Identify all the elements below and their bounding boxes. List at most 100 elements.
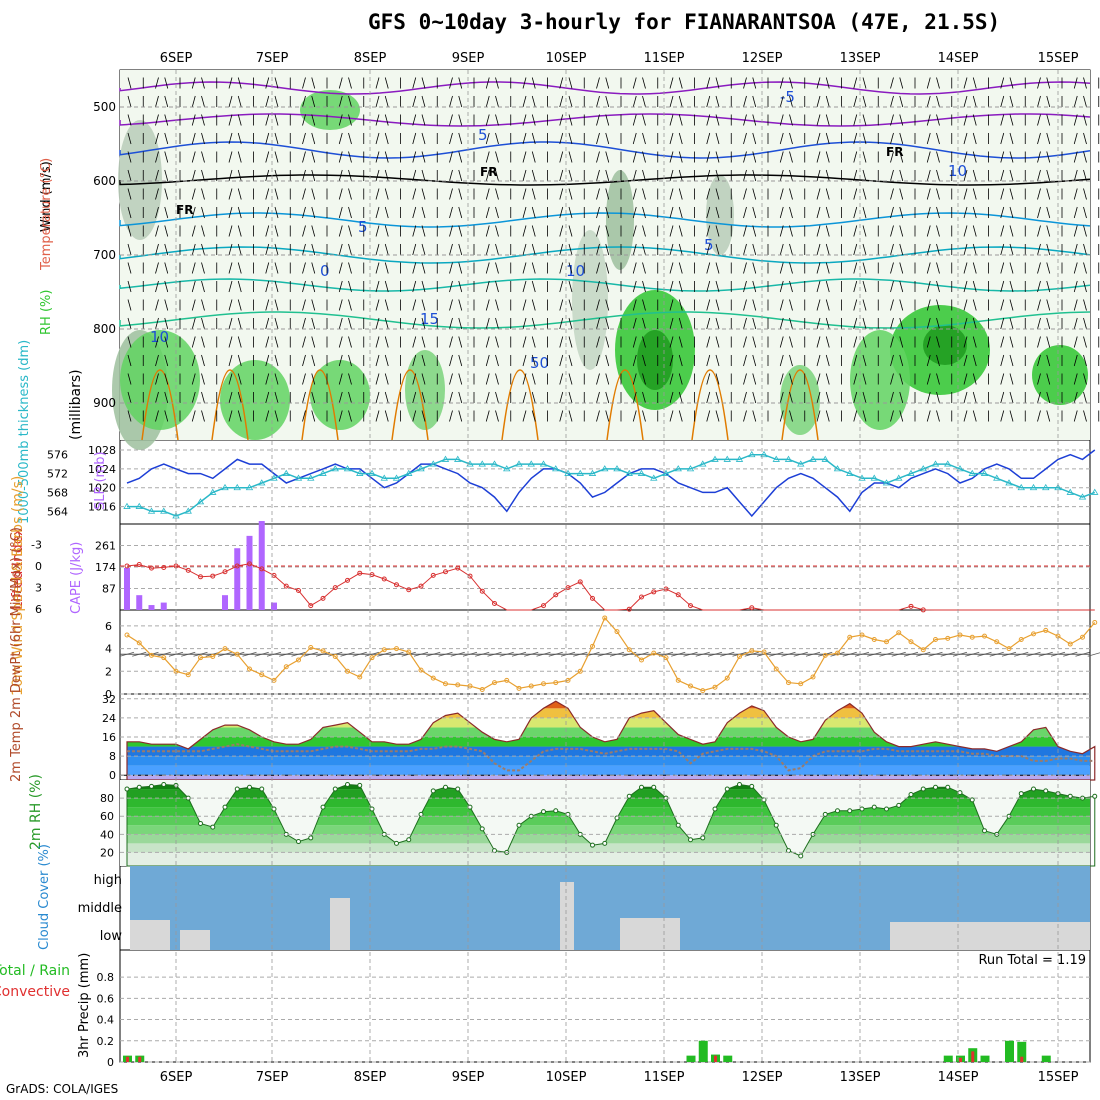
wind-speed-point: [198, 655, 203, 661]
wind-barb: [201, 151, 205, 163]
thickness-point: [907, 469, 915, 476]
wind-barb: [752, 299, 757, 311]
wind-barb: [743, 188, 747, 200]
wind-barb: [302, 77, 306, 89]
wind-barb: [495, 225, 499, 237]
rh-point: [957, 790, 963, 796]
wind-barb: [458, 373, 463, 385]
wind-barb: [164, 132, 169, 145]
wind-barb: [1083, 317, 1087, 330]
wind-barb: [495, 280, 499, 293]
wind-barb: [522, 243, 527, 256]
rh-point: [516, 822, 522, 828]
thickness-point: [515, 460, 523, 467]
wind-barb: [743, 77, 747, 89]
wind-barb: [375, 188, 380, 200]
rh-point: [639, 784, 644, 790]
wind-barb: [853, 373, 858, 385]
wind-barb: [412, 206, 417, 219]
wind-barb: [201, 188, 205, 200]
wind-barb: [559, 95, 564, 108]
wind-barb: [1073, 299, 1078, 311]
thickness-point: [319, 469, 327, 476]
wind-barb: [1000, 262, 1005, 274]
wind-barb: [201, 77, 205, 89]
wind-barb: [605, 132, 610, 145]
wind-barb: [789, 280, 793, 293]
precip-total-bar: [1005, 1040, 1014, 1062]
wind-barb: [926, 262, 931, 274]
wind-barb-10m: [781, 651, 796, 657]
wind-barb: [972, 151, 977, 163]
wind-barb: [228, 317, 233, 330]
ylabel-cape: CAPE (J/kg): [69, 542, 84, 614]
wind-barb: [191, 410, 196, 422]
wind-barb-10m: [536, 651, 551, 657]
humidity-arch: [391, 369, 429, 441]
wind-speed-point: [933, 637, 938, 643]
cloud-fill: [890, 922, 1090, 950]
wind-barb: [421, 410, 426, 422]
thickness-point: [503, 465, 511, 472]
rh-point: [602, 840, 608, 846]
wind-barb: [678, 77, 683, 89]
wind-barb: [853, 188, 858, 200]
wind-barb: [596, 354, 600, 367]
wind-barb: [1037, 243, 1041, 256]
wind-barb: [311, 262, 316, 274]
wind-barb: [890, 95, 894, 108]
wind-barb: [449, 410, 453, 422]
wind-barb: [559, 410, 564, 422]
cape-bar: [246, 535, 253, 610]
wind-barb: [412, 280, 417, 293]
wind-barb: [605, 299, 610, 311]
wind-barb: [522, 262, 527, 274]
contour-label: -5: [780, 88, 795, 106]
wind-barb: [559, 151, 564, 163]
wind-barb: [1037, 336, 1041, 348]
wind-barb: [1000, 77, 1005, 89]
wind-barb: [201, 336, 205, 348]
rh-point: [296, 839, 301, 845]
wind-barb: [1073, 262, 1078, 274]
thickness-point: [123, 502, 131, 509]
upper-ytick: 500: [93, 100, 116, 114]
wind-barb: [596, 114, 600, 126]
wind-barb: [531, 317, 536, 330]
wind-barb: [1046, 354, 1051, 367]
cape-tick: 174: [95, 561, 116, 574]
thickness-point: [1066, 488, 1074, 495]
wind-barb: [752, 262, 757, 274]
rh-shading: [706, 175, 734, 255]
wind-barb: [752, 373, 757, 385]
wind-barb: [449, 169, 453, 182]
wind-barb: [265, 299, 270, 311]
wind-speed-point: [259, 672, 265, 678]
wind-barb: [485, 336, 490, 348]
wind-barb: [715, 114, 720, 126]
wind-barb: [1083, 114, 1087, 126]
wind-barb: [375, 243, 380, 256]
wind-barb: [890, 169, 894, 182]
rh-point: [822, 811, 828, 817]
wind-barb: [191, 280, 196, 293]
thickness-point: [441, 455, 450, 462]
wind-barb: [642, 243, 646, 256]
wind-barb: [191, 77, 196, 89]
wind-barb: [568, 114, 573, 126]
wind-barb: [1083, 132, 1087, 145]
wind-barb: [890, 243, 894, 256]
date-label-top: 10SEP: [546, 51, 587, 66]
lifted-index-point: [161, 564, 167, 570]
thickness-point: [919, 465, 927, 472]
wind-barb: [1009, 354, 1014, 367]
wind-barb: [825, 114, 830, 126]
wind-barb: [706, 243, 711, 256]
wind-barb: [789, 225, 793, 237]
cape-tick: 261: [95, 540, 116, 553]
wind-barb: [568, 243, 573, 256]
wind-barb-10m: [450, 651, 465, 657]
wind-barb: [1046, 391, 1051, 404]
wind-barb: [669, 77, 674, 89]
rh-point: [198, 820, 203, 826]
